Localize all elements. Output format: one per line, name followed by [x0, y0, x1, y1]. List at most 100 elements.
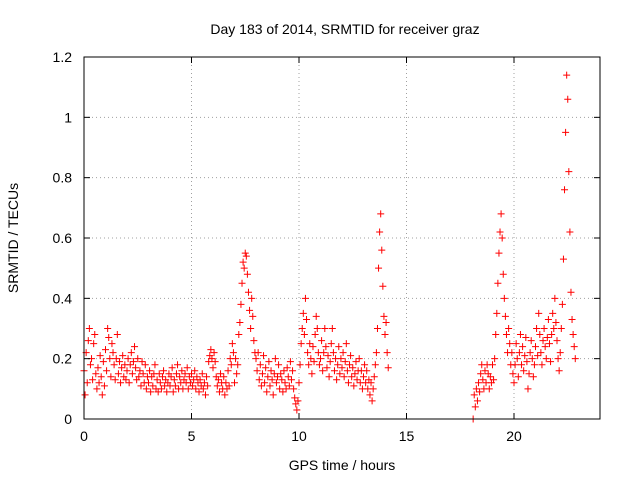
data-point	[471, 403, 479, 411]
data-point	[282, 385, 290, 393]
data-point	[83, 379, 91, 387]
data-point	[508, 349, 516, 357]
data-point	[328, 325, 336, 332]
data-point	[509, 370, 517, 378]
data-point	[210, 349, 218, 357]
data-point	[183, 364, 191, 372]
data-point	[132, 364, 140, 372]
data-point	[315, 361, 323, 369]
data-point	[321, 325, 329, 332]
data-point	[95, 379, 103, 387]
data-point	[566, 228, 574, 236]
data-point	[519, 343, 527, 351]
data-point	[122, 376, 130, 384]
data-point	[242, 252, 250, 260]
data-point	[228, 340, 236, 348]
data-point	[110, 361, 118, 369]
x-tick-label: 15	[399, 428, 415, 444]
data-point	[298, 325, 306, 332]
data-point	[118, 364, 126, 372]
data-point	[317, 355, 324, 363]
data-point	[98, 391, 106, 399]
data-point	[377, 210, 385, 218]
data-point	[313, 325, 321, 332]
data-point	[532, 343, 539, 351]
y-tick-label: 0.2	[53, 351, 73, 367]
data-point	[244, 288, 252, 296]
data-point	[494, 279, 502, 287]
y-tick-label: 1	[64, 109, 72, 125]
data-point	[336, 370, 344, 378]
data-point	[188, 370, 195, 378]
data-point	[470, 391, 478, 399]
data-point	[518, 361, 526, 369]
data-point	[558, 300, 566, 308]
data-point	[163, 388, 171, 396]
data-point	[90, 340, 98, 348]
data-point	[363, 367, 371, 375]
data-point	[112, 355, 120, 363]
data-point	[481, 367, 489, 375]
data-point	[91, 331, 99, 339]
data-point	[138, 358, 146, 366]
data-point	[526, 349, 534, 357]
data-point	[370, 373, 378, 381]
data-point	[248, 294, 256, 302]
data-point	[351, 370, 359, 378]
data-point	[84, 337, 92, 345]
data-point	[155, 370, 163, 378]
data-point	[563, 71, 571, 79]
data-point	[92, 370, 100, 378]
data-point	[135, 373, 143, 381]
data-point	[146, 367, 154, 375]
x-tick-label: 10	[291, 428, 307, 444]
data-point	[542, 355, 550, 363]
data-point	[489, 361, 496, 369]
data-point	[286, 358, 294, 366]
data-point	[326, 358, 334, 366]
data-point	[137, 382, 145, 390]
data-point	[318, 337, 326, 345]
data-point	[106, 355, 114, 363]
data-point	[257, 382, 265, 390]
data-point	[199, 385, 207, 393]
data-point	[371, 361, 379, 369]
data-point	[211, 358, 219, 366]
data-point	[353, 376, 361, 384]
data-point	[375, 264, 383, 272]
data-point	[294, 397, 302, 405]
data-point	[523, 358, 531, 366]
y-tick-label: 0.6	[53, 230, 73, 246]
data-point	[171, 382, 179, 390]
data-point	[131, 343, 139, 351]
data-point	[247, 325, 255, 332]
data-point	[196, 376, 204, 384]
data-point	[296, 361, 304, 369]
data-point	[295, 379, 303, 387]
data-point	[343, 367, 351, 375]
data-point	[241, 249, 249, 257]
data-point	[330, 367, 338, 375]
data-point	[81, 391, 89, 399]
data-point	[239, 258, 247, 266]
data-point	[322, 343, 330, 351]
data-point	[287, 376, 295, 384]
data-point	[327, 340, 335, 348]
data-point	[156, 379, 164, 387]
data-point	[231, 379, 238, 387]
data-point	[254, 349, 262, 357]
data-point	[176, 373, 184, 381]
data-point	[495, 249, 503, 257]
data-point	[203, 373, 211, 381]
data-point	[238, 279, 246, 287]
data-point	[193, 373, 201, 381]
data-point	[136, 367, 144, 375]
x-axis-label: GPS time / hours	[289, 457, 396, 473]
data-point	[502, 331, 510, 339]
data-point	[534, 352, 542, 360]
data-point	[157, 385, 165, 393]
data-point	[341, 358, 349, 366]
data-point	[213, 382, 221, 390]
data-point	[382, 318, 390, 326]
